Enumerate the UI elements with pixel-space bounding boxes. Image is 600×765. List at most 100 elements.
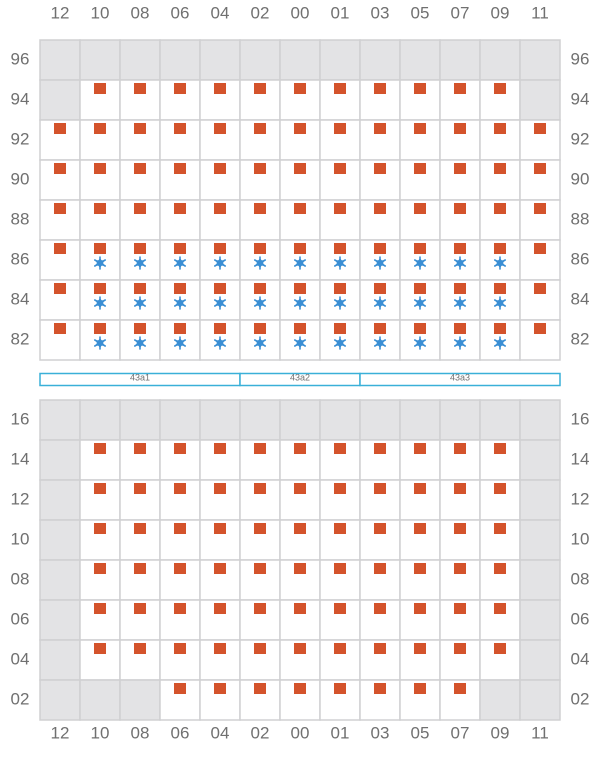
segment-label: 43a2 xyxy=(290,372,310,382)
cargo-marker xyxy=(374,523,386,534)
cargo-marker xyxy=(174,203,186,214)
cargo-marker xyxy=(134,243,146,254)
cargo-marker xyxy=(294,603,306,614)
cargo-marker xyxy=(134,563,146,574)
cell xyxy=(200,400,240,440)
cargo-marker xyxy=(494,443,506,454)
cargo-marker xyxy=(54,323,66,334)
cargo-marker xyxy=(174,683,186,694)
row-label: 96 xyxy=(11,49,30,68)
column-label: 10 xyxy=(91,723,110,742)
cargo-marker xyxy=(134,443,146,454)
cargo-marker xyxy=(414,323,426,334)
cell xyxy=(400,400,440,440)
cell xyxy=(480,400,520,440)
cargo-marker xyxy=(334,683,346,694)
cargo-marker xyxy=(414,563,426,574)
cargo-marker xyxy=(374,443,386,454)
cargo-marker xyxy=(214,203,226,214)
cell xyxy=(440,400,480,440)
column-label: 01 xyxy=(331,723,350,742)
cargo-marker xyxy=(534,283,546,294)
cell xyxy=(160,400,200,440)
row-label: 86 xyxy=(11,249,30,268)
cargo-marker xyxy=(334,323,346,334)
cargo-marker xyxy=(54,163,66,174)
row-label: 10 xyxy=(571,529,590,548)
cargo-marker xyxy=(94,323,106,334)
cargo-marker xyxy=(174,523,186,534)
column-label: 05 xyxy=(411,3,430,22)
row-label: 84 xyxy=(11,289,30,308)
cargo-marker xyxy=(294,203,306,214)
cargo-marker xyxy=(294,523,306,534)
cargo-marker xyxy=(494,643,506,654)
cargo-marker xyxy=(334,443,346,454)
cargo-marker xyxy=(134,123,146,134)
cargo-marker xyxy=(414,163,426,174)
cargo-marker xyxy=(134,643,146,654)
cargo-marker xyxy=(94,443,106,454)
cell xyxy=(240,400,280,440)
cargo-marker xyxy=(414,443,426,454)
row-label: 02 xyxy=(11,689,30,708)
cargo-marker xyxy=(374,563,386,574)
column-label: 07 xyxy=(451,3,470,22)
row-label: 86 xyxy=(571,249,590,268)
cell xyxy=(40,480,80,520)
column-label: 03 xyxy=(371,723,390,742)
row-label: 06 xyxy=(11,609,30,628)
cargo-marker xyxy=(454,483,466,494)
cell xyxy=(480,40,520,80)
cargo-marker xyxy=(454,243,466,254)
cargo-marker xyxy=(94,283,106,294)
cargo-marker xyxy=(374,603,386,614)
row-label: 08 xyxy=(571,569,590,588)
cargo-marker xyxy=(294,283,306,294)
cargo-marker xyxy=(294,243,306,254)
cargo-marker xyxy=(254,243,266,254)
cargo-marker xyxy=(334,203,346,214)
cargo-marker xyxy=(134,483,146,494)
cargo-marker xyxy=(214,283,226,294)
cargo-marker xyxy=(294,123,306,134)
row-label: 06 xyxy=(571,609,590,628)
cargo-marker xyxy=(214,563,226,574)
cargo-marker xyxy=(214,323,226,334)
column-label: 08 xyxy=(131,723,150,742)
cargo-marker xyxy=(174,123,186,134)
cargo-marker xyxy=(54,123,66,134)
row-label: 94 xyxy=(571,89,590,108)
cargo-marker xyxy=(134,523,146,534)
cargo-marker xyxy=(414,683,426,694)
cargo-marker xyxy=(334,163,346,174)
cargo-marker xyxy=(334,563,346,574)
cargo-marker xyxy=(254,203,266,214)
row-label: 02 xyxy=(571,689,590,708)
cargo-marker xyxy=(414,643,426,654)
segment-label: 43a1 xyxy=(130,372,150,382)
cargo-marker xyxy=(454,123,466,134)
cargo-marker xyxy=(454,283,466,294)
cargo-marker xyxy=(134,323,146,334)
cargo-marker xyxy=(254,523,266,534)
cargo-marker xyxy=(214,523,226,534)
cell xyxy=(400,40,440,80)
cell xyxy=(200,40,240,80)
cargo-marker xyxy=(94,523,106,534)
cargo-marker xyxy=(494,243,506,254)
column-label: 01 xyxy=(331,3,350,22)
cell xyxy=(40,600,80,640)
cargo-marker xyxy=(494,83,506,94)
cargo-marker xyxy=(294,683,306,694)
cargo-marker xyxy=(454,683,466,694)
cargo-marker xyxy=(414,243,426,254)
cargo-marker xyxy=(214,603,226,614)
cargo-marker xyxy=(214,683,226,694)
column-label: 11 xyxy=(531,723,549,742)
cargo-marker xyxy=(374,683,386,694)
cell xyxy=(520,560,560,600)
cargo-marker xyxy=(174,243,186,254)
cargo-marker xyxy=(374,203,386,214)
